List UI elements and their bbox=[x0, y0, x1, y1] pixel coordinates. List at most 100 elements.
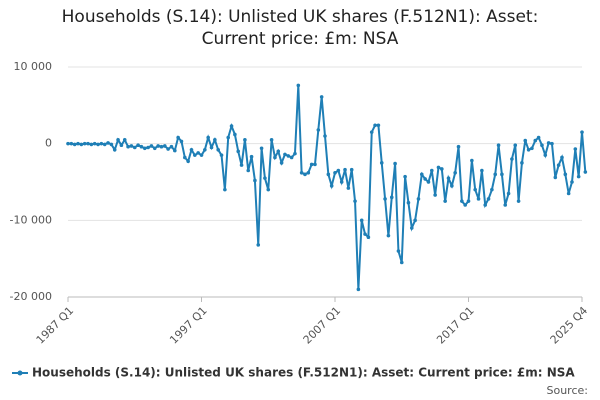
point bbox=[393, 161, 397, 166]
point bbox=[293, 151, 297, 156]
point bbox=[546, 141, 551, 145]
point bbox=[363, 232, 367, 236]
point bbox=[189, 148, 194, 152]
point bbox=[206, 135, 210, 140]
point bbox=[383, 197, 387, 201]
point bbox=[109, 142, 114, 147]
point bbox=[409, 226, 414, 230]
point bbox=[566, 191, 571, 196]
point bbox=[223, 187, 227, 192]
point bbox=[500, 172, 504, 177]
point bbox=[273, 155, 277, 160]
chart-title: Households (S.14): Unlisted UK shares (F… bbox=[61, 7, 539, 49]
y-tick-label: 10 000 bbox=[14, 60, 53, 73]
point bbox=[550, 141, 554, 146]
point bbox=[443, 199, 447, 203]
point bbox=[416, 197, 421, 201]
point bbox=[233, 132, 237, 137]
point bbox=[276, 149, 281, 154]
point bbox=[149, 144, 154, 148]
point bbox=[503, 203, 508, 207]
point bbox=[106, 141, 110, 145]
point bbox=[526, 148, 531, 152]
point bbox=[513, 143, 518, 147]
point bbox=[79, 142, 84, 147]
point bbox=[309, 162, 314, 167]
point bbox=[553, 175, 558, 180]
point bbox=[359, 218, 364, 223]
point bbox=[540, 143, 544, 147]
x-tick-label: 2025 Q4 bbox=[548, 304, 591, 347]
point bbox=[366, 235, 371, 239]
point bbox=[183, 155, 187, 160]
point bbox=[176, 135, 180, 140]
point bbox=[506, 191, 511, 196]
point bbox=[89, 142, 94, 147]
point bbox=[152, 146, 157, 151]
point bbox=[573, 147, 578, 151]
point bbox=[480, 168, 484, 173]
point bbox=[486, 197, 491, 201]
point bbox=[536, 135, 541, 140]
point bbox=[289, 155, 294, 160]
point bbox=[306, 171, 311, 175]
point bbox=[92, 141, 97, 146]
point bbox=[139, 144, 144, 149]
point bbox=[102, 142, 107, 147]
point bbox=[209, 145, 214, 150]
y-tick-label: 0 bbox=[45, 137, 52, 150]
point bbox=[162, 144, 167, 148]
source: Source: bbox=[547, 384, 589, 397]
point bbox=[570, 180, 574, 184]
point bbox=[403, 174, 407, 179]
y-tick-label: -20 000 bbox=[10, 290, 52, 303]
point bbox=[216, 148, 220, 152]
point bbox=[69, 141, 74, 146]
point bbox=[269, 138, 274, 142]
point bbox=[343, 167, 347, 172]
point bbox=[483, 203, 488, 207]
point bbox=[456, 144, 461, 149]
point bbox=[173, 148, 177, 153]
point bbox=[419, 172, 424, 177]
point bbox=[496, 143, 501, 147]
point bbox=[406, 200, 411, 205]
x-tick-label: 1997 Q1 bbox=[167, 304, 210, 347]
point bbox=[326, 172, 331, 177]
point bbox=[239, 163, 244, 167]
point bbox=[323, 134, 327, 138]
point bbox=[156, 144, 160, 148]
point bbox=[119, 143, 124, 147]
point bbox=[313, 162, 317, 167]
point bbox=[122, 138, 127, 142]
point bbox=[279, 161, 284, 165]
point bbox=[376, 123, 381, 128]
point bbox=[159, 144, 164, 149]
point bbox=[253, 178, 257, 183]
point bbox=[466, 199, 471, 203]
point bbox=[226, 135, 231, 140]
point bbox=[263, 176, 267, 180]
point bbox=[560, 155, 564, 160]
point bbox=[132, 145, 137, 150]
point bbox=[219, 153, 224, 157]
point bbox=[99, 141, 104, 146]
point bbox=[299, 171, 304, 175]
point bbox=[129, 144, 134, 148]
point bbox=[556, 163, 561, 167]
point bbox=[229, 124, 234, 128]
point bbox=[386, 233, 391, 238]
point bbox=[369, 130, 374, 134]
point bbox=[193, 153, 197, 157]
point bbox=[533, 138, 538, 143]
point bbox=[66, 141, 70, 146]
point bbox=[196, 151, 200, 155]
y-tick-label: -10 000 bbox=[10, 213, 52, 226]
point bbox=[353, 199, 357, 203]
point bbox=[476, 197, 481, 201]
point bbox=[136, 143, 140, 147]
point bbox=[246, 168, 251, 173]
point bbox=[396, 249, 401, 253]
point bbox=[563, 172, 568, 177]
